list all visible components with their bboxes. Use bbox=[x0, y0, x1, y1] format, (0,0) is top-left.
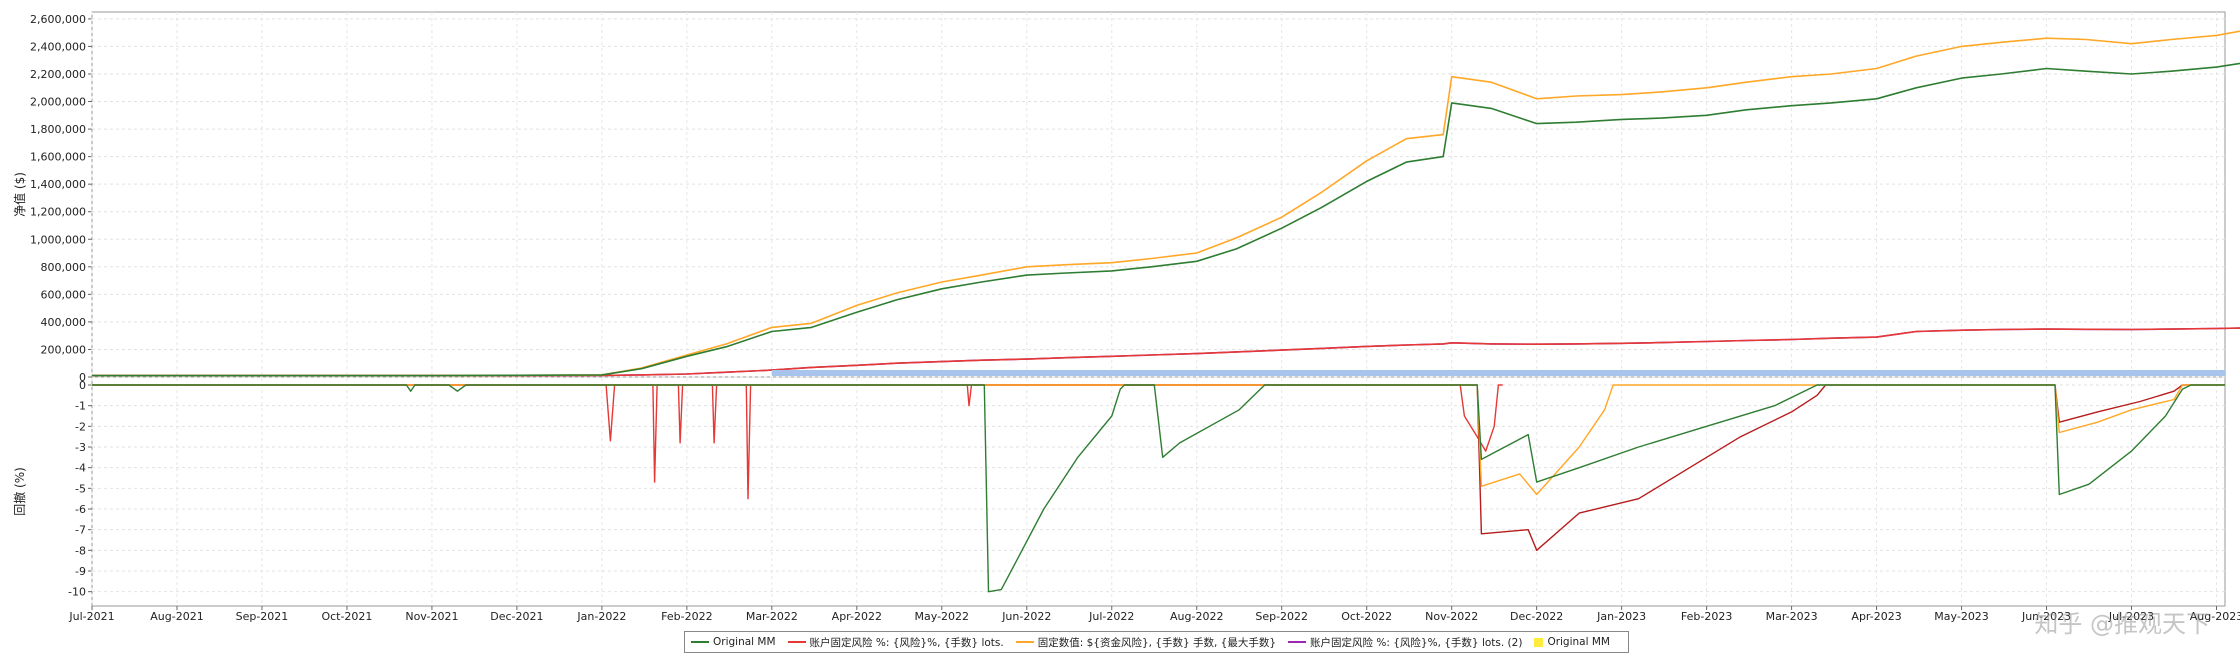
drawdown-tick-label: -10 bbox=[68, 586, 86, 599]
drawdown-tick-label: -2 bbox=[75, 420, 86, 433]
x-tick-label: Aug-2021 bbox=[150, 610, 203, 623]
x-tick-label: Mar-2022 bbox=[746, 610, 798, 623]
equity-tick-label: 1,600,000 bbox=[30, 151, 86, 164]
equity-tick-label: 800,000 bbox=[41, 261, 87, 274]
x-tick-label: Apr-2023 bbox=[1851, 610, 1901, 623]
x-tick-label: Mar-2023 bbox=[1766, 610, 1818, 623]
drawdown-tick-label: -8 bbox=[75, 544, 86, 557]
lots-band bbox=[771, 370, 2226, 376]
drawdown-tick-label: 0 bbox=[79, 379, 86, 392]
equity-tick-label: 200,000 bbox=[41, 343, 87, 356]
legend-label: 账户固定风险 %: {风险}%, {手数} lots. (2) bbox=[1310, 636, 1523, 649]
legend-item: 账户固定风险 %: {风险}%, {手数} lots. (2) bbox=[1288, 635, 1522, 650]
legend-label: Original MM bbox=[713, 636, 776, 648]
legend-swatch bbox=[1534, 637, 1544, 647]
x-tick-label: Jul-2023 bbox=[2108, 610, 2154, 623]
x-tick-label: Jan-2022 bbox=[576, 610, 626, 623]
legend-label: Original MM bbox=[1547, 636, 1610, 648]
x-tick-label: Jun-2022 bbox=[1001, 610, 1051, 623]
equity-panel-frame bbox=[91, 11, 2226, 378]
x-tick-label: Nov-2021 bbox=[405, 610, 458, 623]
equity-axis-title: 净值 ($) bbox=[12, 172, 27, 217]
x-tick-label: May-2022 bbox=[915, 610, 970, 623]
x-tick-label: Feb-2023 bbox=[1681, 610, 1732, 623]
drawdown-tick-label: -9 bbox=[75, 565, 86, 578]
drawdown-tick-label: -7 bbox=[75, 524, 86, 537]
x-tick-label: Apr-2022 bbox=[832, 610, 882, 623]
legend-label: 固定数值: ${资金风险}, {手数} 手数, {最大手数} bbox=[1037, 636, 1277, 649]
equity-tick-label: 0 bbox=[79, 371, 86, 384]
equity-tick-label: 1,000,000 bbox=[30, 233, 86, 246]
legend-swatch bbox=[1288, 641, 1307, 643]
legend-swatch bbox=[787, 641, 806, 643]
drawdown-axis-title: 回撤 (%) bbox=[12, 467, 27, 516]
equity-tick-label: 400,000 bbox=[41, 316, 87, 329]
x-tick-label: Sep-2022 bbox=[1255, 610, 1308, 623]
x-tick-label: Nov-2022 bbox=[1425, 610, 1478, 623]
x-tick-label: Oct-2022 bbox=[1341, 610, 1392, 623]
legend-item: Original MM bbox=[1534, 636, 1610, 648]
x-tick-label: Jan-2023 bbox=[1596, 610, 1646, 623]
equity-line-fixed-amount bbox=[92, 30, 2240, 377]
equity-line-original-mm bbox=[92, 62, 2240, 377]
x-tick-label: Dec-2021 bbox=[490, 610, 543, 623]
legend-swatch bbox=[1015, 641, 1034, 643]
legend-item: 账户固定风险 %: {风险}%, {手数} lots. bbox=[787, 635, 1004, 650]
drawdown-tick-label: -1 bbox=[75, 400, 86, 413]
legend-label: 账户固定风险 %: {风险}%, {手数} lots. bbox=[809, 636, 1004, 649]
drawdown-tick-label: -6 bbox=[75, 503, 86, 516]
equity-tick-label: 1,200,000 bbox=[30, 206, 86, 219]
legend-swatch bbox=[691, 641, 709, 643]
legend-item: 固定数值: ${资金风险}, {手数} 手数, {最大手数} bbox=[1015, 635, 1277, 650]
equity-tick-label: 2,000,000 bbox=[30, 96, 86, 109]
equity-tick-label: 2,600,000 bbox=[30, 13, 86, 26]
x-tick-label: Aug-2023 bbox=[2190, 610, 2240, 623]
equity-tick-label: 1,400,000 bbox=[30, 178, 86, 191]
equity-tick-label: 1,800,000 bbox=[30, 123, 86, 136]
x-tick-label: Jun-2023 bbox=[2021, 610, 2071, 623]
drawdown-tick-label: -3 bbox=[75, 441, 86, 454]
legend-item: Original MM bbox=[691, 636, 776, 648]
drawdown-line-fixed-amount bbox=[92, 384, 2225, 496]
watermark: 知乎 @推观天下 bbox=[2034, 610, 2210, 638]
drawdown-panel-frame bbox=[91, 376, 2226, 607]
drawdown-line-fixed-risk-2 bbox=[92, 384, 2225, 551]
x-tick-label: Sep-2021 bbox=[236, 610, 289, 623]
equity-tick-label: 600,000 bbox=[41, 288, 87, 301]
drawdown-line-original-mm bbox=[92, 384, 2225, 593]
x-tick-label: Jul-2022 bbox=[1088, 610, 1134, 623]
x-tick-label: Feb-2022 bbox=[661, 610, 712, 623]
equity-tick-label: 2,200,000 bbox=[30, 68, 86, 81]
x-tick-label: Oct-2021 bbox=[321, 610, 372, 623]
legend: Original MM 账户固定风险 %: {风险}%, {手数} lots. 固定… bbox=[684, 631, 1629, 653]
x-tick-label: Dec-2022 bbox=[1510, 610, 1563, 623]
x-tick-label: Aug-2022 bbox=[1170, 610, 1223, 623]
drawdown-tick-label: -4 bbox=[75, 462, 86, 475]
x-tick-label: May-2023 bbox=[1934, 610, 1989, 623]
equity-line-fixed-risk bbox=[92, 327, 2240, 377]
x-tick-label: Jul-2021 bbox=[68, 610, 114, 623]
equity-tick-label: 2,400,000 bbox=[30, 40, 86, 53]
drawdown-tick-label: -5 bbox=[75, 482, 86, 495]
